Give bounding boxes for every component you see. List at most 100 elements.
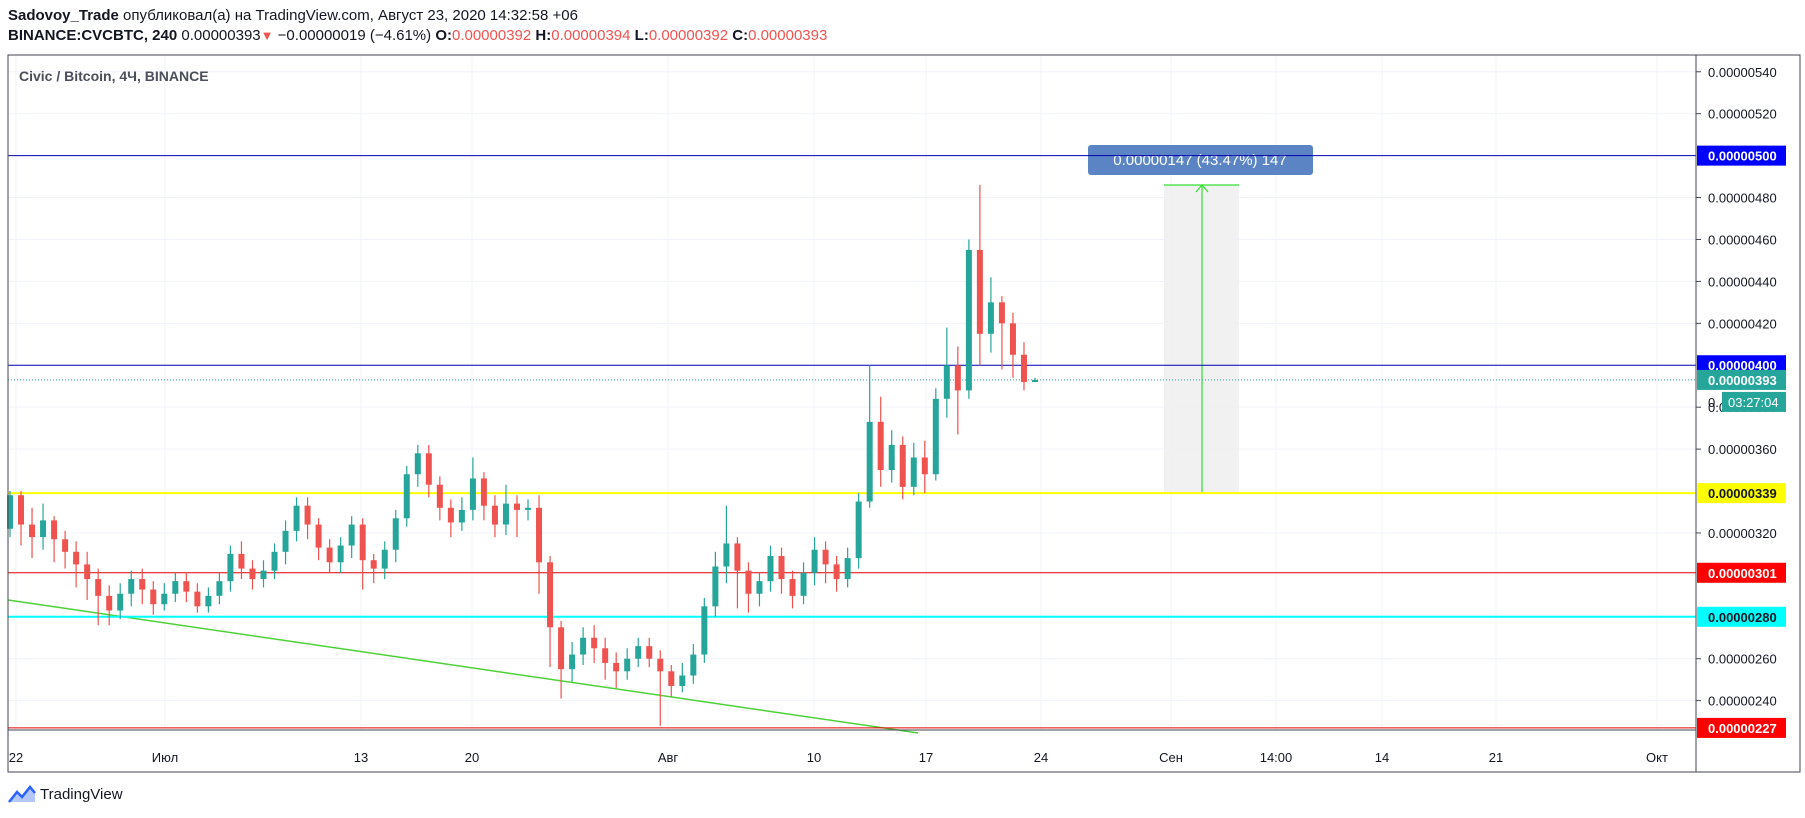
candle: [668, 665, 675, 697]
candle: [888, 430, 895, 483]
candle: [216, 572, 223, 605]
candle: [624, 648, 631, 680]
footer-brand[interactable]: TradingView: [8, 784, 123, 804]
candle: [282, 520, 289, 565]
y-tick-label: 0.00000260: [1708, 652, 1777, 667]
candle: [800, 562, 807, 605]
countdown-label: 03:27:04: [1728, 395, 1779, 410]
candle: [326, 539, 333, 573]
candle: [84, 551, 91, 601]
level-price-label: 0.00000280: [1708, 610, 1777, 625]
candle: [436, 476, 443, 521]
candle: [844, 547, 851, 588]
candle: [260, 560, 267, 588]
countdown-bg: [1722, 391, 1786, 412]
published-text: опубликовал(а) на TradingView.com, Авгус…: [118, 7, 578, 24]
candle: [447, 499, 454, 538]
candle: [580, 627, 587, 666]
candle: [293, 497, 300, 542]
measure-tool[interactable]: 0.00000147 (43.47%) 147: [1088, 145, 1313, 494]
time-axis[interactable]: 22 Июл 13 20 Авг 10 17 24 Сен 14:00 14 21 Окт: [9, 750, 1668, 765]
measure-arrowhead-icon: [1195, 184, 1209, 193]
publish-line: Sadovoy_Trade опубликовал(а) на TradingV…: [8, 6, 827, 26]
candle: [271, 543, 278, 580]
level-price-label-bg: [1697, 562, 1786, 583]
level-price-label: 0.00000500: [1708, 149, 1777, 164]
close-label: C:: [732, 27, 749, 44]
x-tick-label: Окт: [1646, 750, 1668, 765]
candle: [822, 541, 829, 584]
candle: [370, 553, 377, 584]
x-tick-label: 20: [465, 750, 479, 765]
candle: [899, 436, 906, 500]
candle: [337, 537, 344, 573]
down-arrow-icon: ▼: [260, 28, 274, 43]
tradingview-logo-icon: [8, 785, 36, 803]
chart-title: Civic / Bitcoin, 4Ч, BINANCE: [19, 68, 209, 84]
candle: [18, 491, 25, 546]
y-tick-label: 0.00000480: [1708, 191, 1777, 206]
horizontal-levels[interactable]: [8, 155, 1696, 729]
candle: [381, 541, 388, 580]
candle: [877, 396, 884, 487]
candle: [1032, 377, 1038, 383]
open-value: 0.00000392: [451, 27, 532, 44]
candle: [811, 537, 818, 586]
candle: [734, 537, 741, 609]
candle: [591, 625, 598, 663]
low-value: 0.00000392: [648, 27, 729, 44]
green-trendline[interactable]: [7, 599, 919, 734]
price-axis[interactable]: 0.00000540 0.00000520 0.00000480 0.00000460…: [1696, 65, 1786, 738]
candle: [712, 551, 719, 617]
candle: [205, 587, 212, 613]
candles[interactable]: [7, 184, 1038, 726]
candle: [701, 597, 708, 663]
candle: [95, 568, 102, 626]
brand-name: TradingView: [40, 785, 123, 803]
close-value: 0.00000393: [748, 27, 828, 44]
candle: [525, 499, 532, 521]
y-tick-label: 0.00000440: [1708, 274, 1777, 289]
low-label: L:: [634, 27, 649, 44]
x-tick-label: Авг: [658, 750, 679, 765]
candle: [62, 530, 69, 569]
price-chart[interactable]: 0.00000147 (43.47%) 147 0.000005400.0000…: [0, 0, 1805, 780]
x-tick-label: 10: [807, 750, 821, 765]
candle: [194, 583, 201, 613]
trend-line[interactable]: [7, 599, 919, 734]
candle: [513, 495, 520, 538]
candle: [249, 560, 256, 590]
y-tick-label: 0.00000360: [1708, 442, 1777, 457]
candle: [943, 327, 950, 418]
candle: [602, 637, 609, 680]
chart-header: Sadovoy_Trade опубликовал(а) на TradingV…: [8, 6, 827, 46]
candle: [558, 620, 565, 699]
candle: [117, 583, 124, 619]
candle: [613, 652, 620, 689]
measure-label: 0.00000147 (43.47%) 147: [1113, 152, 1286, 169]
level-price-label-bg: [1697, 483, 1786, 504]
partial-tick-label: 0.: [1708, 395, 1719, 410]
y-tick-label: 0.00000460: [1708, 232, 1777, 247]
author-name[interactable]: Sadovoy_Trade: [8, 7, 119, 24]
candle: [403, 465, 410, 527]
change-value: −0.00000019 (−4.61%): [277, 27, 432, 44]
candle: [789, 570, 796, 609]
candle: [690, 644, 697, 684]
candle: [106, 585, 113, 626]
measure-label-box[interactable]: [1088, 145, 1313, 175]
grid-lines: [8, 55, 1696, 730]
symbol-label: BINANCE:CVCBTC, 240: [8, 27, 178, 44]
candle: [139, 568, 146, 605]
candle: [965, 239, 972, 399]
candle: [745, 562, 752, 613]
high-label: H:: [535, 27, 552, 44]
candle: [183, 572, 190, 603]
chart-frame: [7, 54, 1801, 773]
candle: [767, 545, 774, 592]
candle: [569, 641, 576, 682]
y-tick-label: 0.00000240: [1708, 694, 1777, 709]
ohlc-line: BINANCE:CVCBTC, 240 0.00000393 ▼ −0.00000…: [8, 26, 827, 46]
candle: [161, 583, 168, 611]
candle: [679, 662, 686, 693]
